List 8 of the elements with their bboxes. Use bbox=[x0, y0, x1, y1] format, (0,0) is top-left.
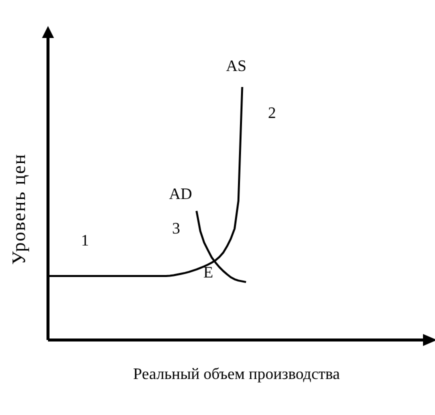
series-label: AS bbox=[226, 58, 246, 75]
series-label: AD bbox=[168, 186, 192, 203]
y-axis-title: Уровень цен bbox=[9, 152, 31, 267]
annotation: 3 bbox=[172, 220, 180, 238]
annotation: E bbox=[203, 264, 214, 282]
annotation: 2 bbox=[268, 104, 276, 122]
annotation: 1 bbox=[80, 232, 89, 250]
x-axis-title: Реальный объем производства bbox=[132, 366, 341, 384]
